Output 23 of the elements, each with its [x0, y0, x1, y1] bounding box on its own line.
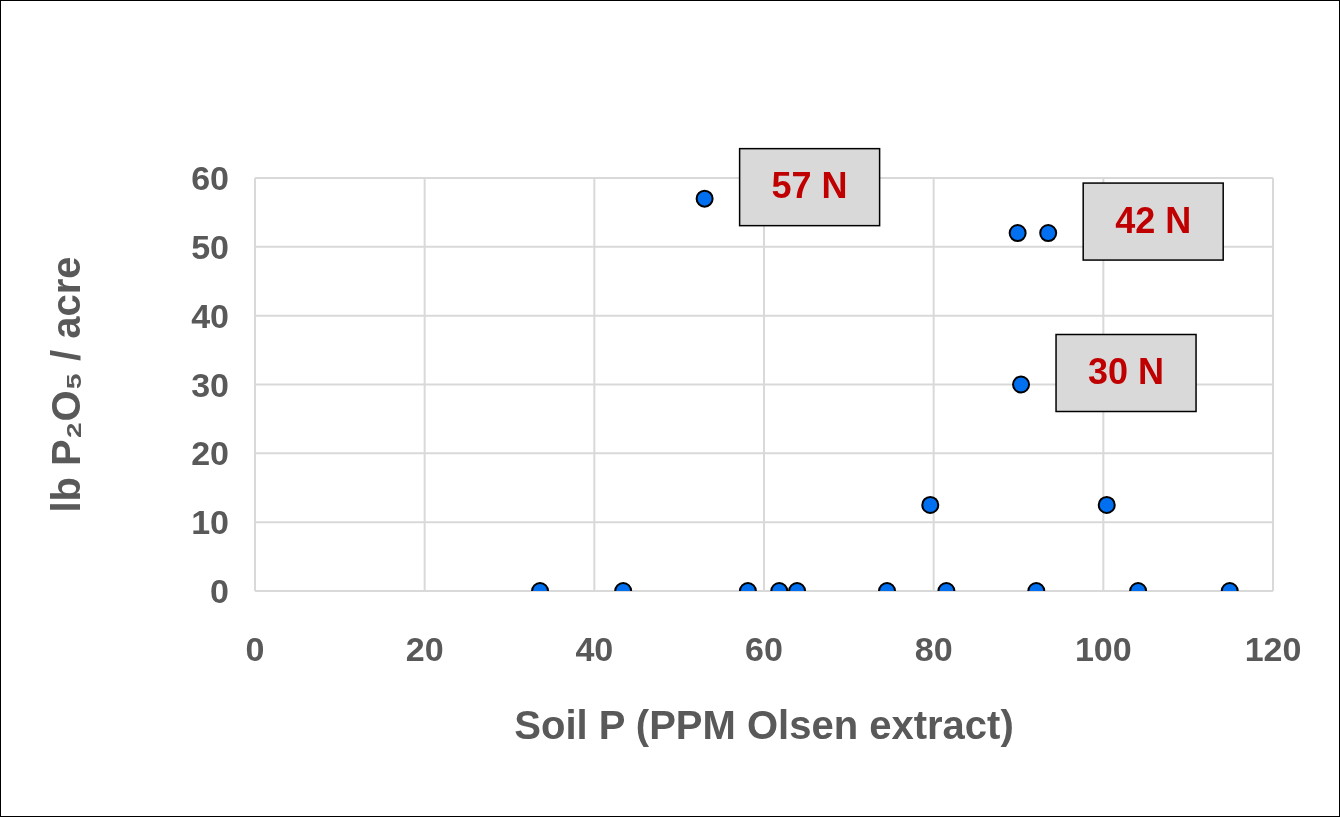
x-tick-label: 40 — [575, 630, 614, 669]
y-tick-label: 40 — [191, 296, 229, 335]
y-tick-label: 10 — [191, 503, 229, 542]
x-axis-title: Soil P (PPM Olsen extract) — [514, 703, 1014, 748]
x-tick-label: 20 — [405, 630, 444, 669]
point — [695, 189, 714, 208]
annotation: 30 N — [1088, 351, 1165, 393]
point — [1012, 375, 1031, 394]
y-tick-label: 30 — [191, 365, 229, 404]
y-axis-title: lb P₂O₅ / acre — [44, 256, 89, 513]
x-tick-label: 120 — [1244, 630, 1302, 669]
annotation: 57 N — [771, 165, 848, 207]
y-tick-label: 20 — [191, 434, 229, 473]
point — [1039, 224, 1058, 243]
x-tick-label: 80 — [914, 630, 953, 669]
x-tick-label: 100 — [1074, 630, 1132, 669]
y-tick-label: 50 — [191, 227, 229, 266]
y-tick-label: 0 — [210, 572, 229, 611]
annotation: 42 N — [1115, 199, 1192, 241]
point — [1008, 224, 1027, 243]
x-tick-label: 60 — [745, 630, 783, 669]
x-tick-label: 0 — [245, 630, 265, 669]
y-tick-label: 60 — [191, 159, 229, 198]
